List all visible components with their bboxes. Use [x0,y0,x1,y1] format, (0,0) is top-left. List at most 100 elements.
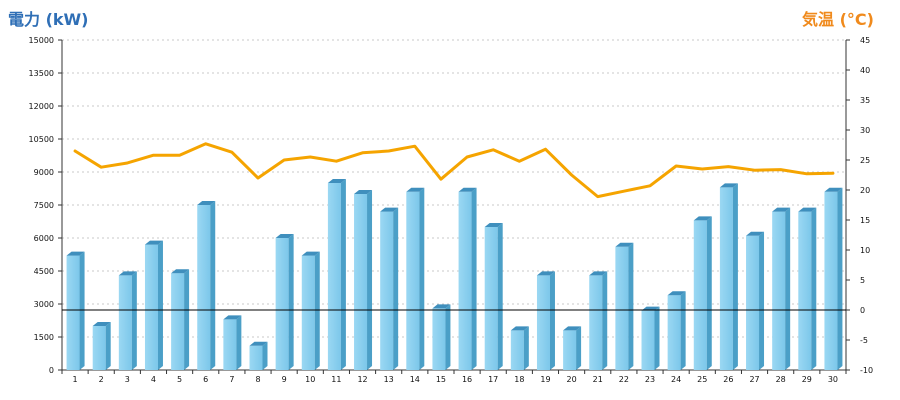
bar-top [249,341,268,346]
bar-side [602,271,608,370]
bar [563,330,577,370]
x-axis-tick-label: 18 [514,375,524,384]
x-axis-tick-label: 14 [410,375,420,384]
x-axis-tick-label: 27 [749,375,759,384]
bar-top [615,242,634,247]
bar [432,308,446,370]
bar [249,345,263,370]
bar [92,326,106,370]
left-axis-tick-label: 15000 [29,36,54,45]
x-axis-tick-label: 29 [802,375,812,384]
bar [354,194,368,370]
x-axis-tick-label: 22 [619,375,629,384]
bar-side [210,201,216,370]
left-axis-tick-label: 1500 [34,333,54,342]
right-axis-tick-label: 0 [860,306,865,315]
right-axis-tick-label: 40 [860,66,870,75]
left-axis-tick-label: 0 [49,366,54,375]
bar-side [628,242,634,370]
bar-side [445,304,451,370]
bar [641,310,655,370]
bar-top [693,216,712,221]
bar-top [667,291,686,296]
bar-side [837,187,843,370]
bar-side [79,251,85,370]
bar-top [197,201,216,205]
bar-top [92,322,111,326]
right-axis-tick-label: 25 [860,156,870,165]
bar [380,211,394,370]
x-axis-tick-label: 28 [776,375,786,384]
left-axis-tick-label: 7500 [34,201,54,210]
bar-top [824,187,843,192]
bar-top [432,304,451,309]
bar-top [589,271,608,276]
bar-top [719,183,738,188]
left-axis-tick-label: 6000 [34,234,54,243]
bar [693,220,707,370]
bar-top [458,187,477,192]
bar-top [144,240,163,245]
bar [327,183,341,370]
bar-top [536,271,555,276]
bar-top [563,326,582,331]
left-axis-tick-label: 4500 [34,267,54,276]
bar-side [471,187,477,370]
bar [667,295,681,370]
x-axis-tick-label: 16 [462,375,472,384]
right-axis-tick-label: -10 [860,366,873,375]
bar-side [785,207,791,370]
bar [223,319,237,370]
right-axis-tick-label: 35 [860,96,870,105]
bar-top [510,326,529,331]
x-axis-tick-label: 7 [229,375,234,384]
bar-top [171,269,190,274]
right-axis-tick-label: 30 [860,126,870,135]
bar-side [811,207,817,370]
x-axis-tick-label: 3 [125,375,130,384]
x-axis-tick-label: 17 [488,375,498,384]
x-axis-tick-label: 11 [331,375,341,384]
right-axis-title: 気温 (°C) [802,10,874,29]
bar-side [576,326,582,370]
bar [824,191,838,370]
bar-top [746,231,765,236]
x-axis-tick-label: 8 [255,375,260,384]
bar-side [497,223,503,370]
bar-side [680,291,686,370]
x-axis-tick-label: 6 [203,375,208,384]
bar-top [380,207,399,212]
bar [746,235,760,370]
left-axis-tick-label: 13500 [29,69,54,78]
right-axis-tick-label: -5 [860,336,868,345]
x-axis-tick-label: 9 [282,375,287,384]
x-axis-tick-label: 15 [436,375,446,384]
bar-side [393,207,399,370]
left-axis-tick-label: 9000 [34,168,54,177]
bar-top [275,234,294,238]
bar [772,211,786,370]
x-axis-tick-label: 24 [671,375,681,384]
right-axis-tick-label: 45 [860,36,870,45]
bar [615,246,629,370]
right-axis-tick-label: 5 [860,276,865,285]
x-axis-tick-label: 19 [540,375,550,384]
left-axis-title: 電力 (kW) [8,10,89,29]
bar [66,255,80,370]
x-axis-tick-label: 25 [697,375,707,384]
bar-top [798,207,817,212]
x-axis-tick-label: 21 [593,375,603,384]
x-axis-tick-label: 10 [305,375,315,384]
left-axis-tick-label: 10500 [29,135,54,144]
bar [301,255,315,370]
bar-side [236,315,242,370]
bar [197,205,211,370]
bar [275,238,289,370]
bar [536,275,550,370]
x-axis-tick-label: 2 [99,375,104,384]
bar [118,275,132,370]
bar-top [484,223,503,227]
bar [798,211,812,370]
x-axis-tick-label: 30 [828,375,838,384]
